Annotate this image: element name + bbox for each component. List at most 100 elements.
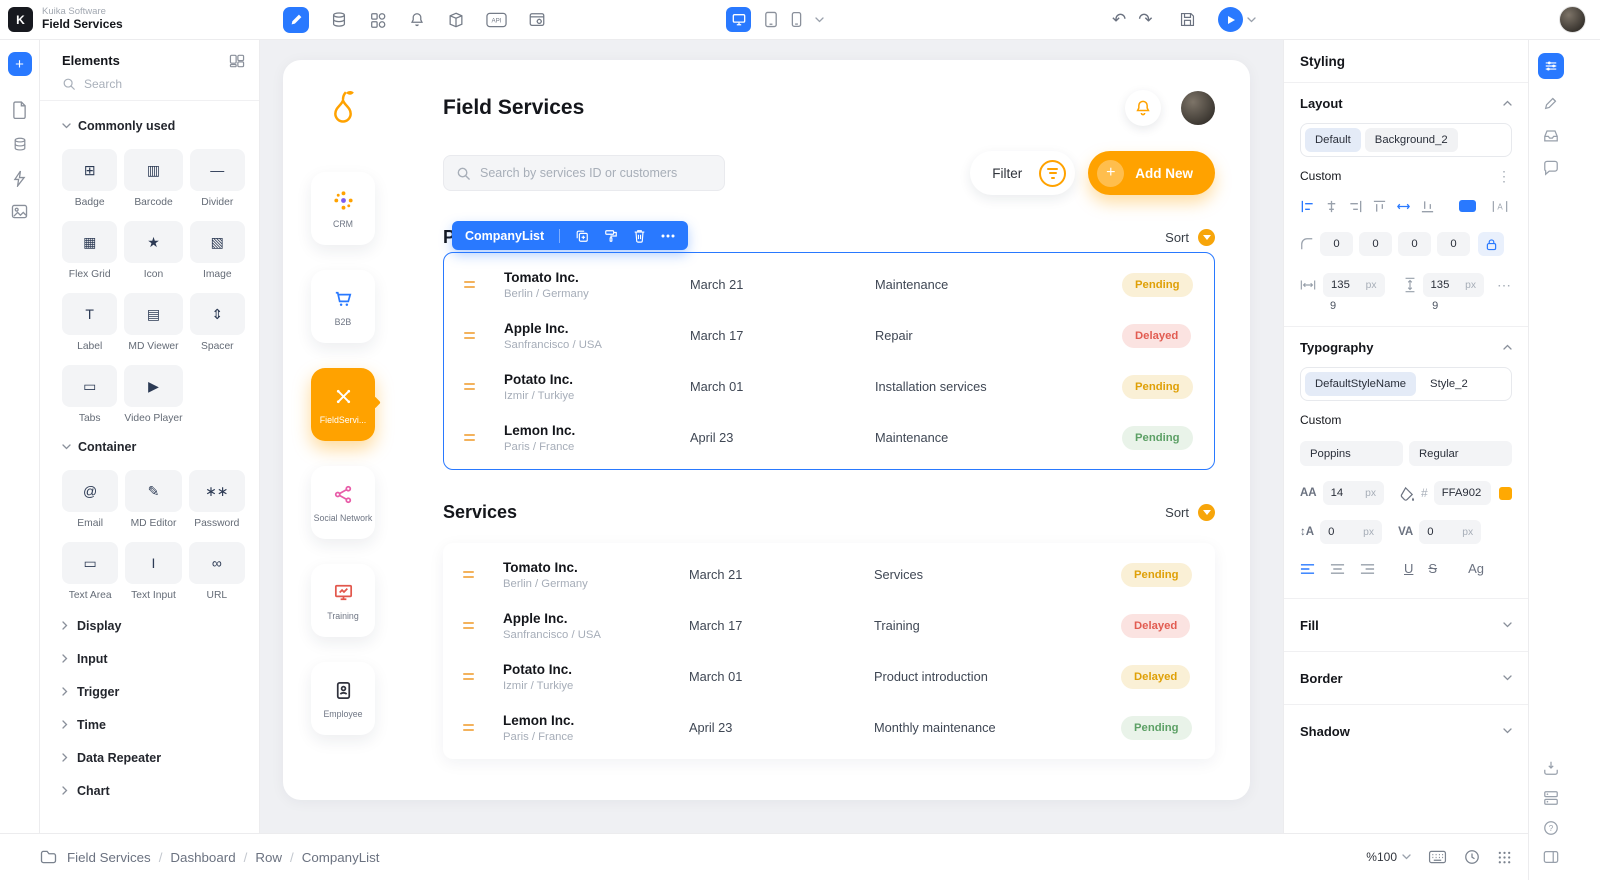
layout-section-header[interactable]: Layout — [1300, 83, 1512, 123]
undo-button[interactable]: ↶ — [1106, 10, 1132, 30]
history-button[interactable] — [1464, 849, 1480, 865]
text-case-button[interactable]: Ag — [1468, 561, 1484, 576]
element-tile[interactable]: ★ Icon — [124, 221, 183, 280]
text-align-right-icon[interactable] — [1360, 563, 1375, 575]
element-tile[interactable]: ▶ Video Player — [124, 365, 183, 424]
strikethrough-button[interactable]: S — [1428, 561, 1438, 576]
drag-handle-icon[interactable] — [463, 622, 503, 629]
element-tile[interactable]: @ Email — [62, 470, 119, 529]
shortcuts-button[interactable] — [1428, 850, 1447, 864]
letter-spacing-input[interactable]: 0 px — [1419, 520, 1482, 544]
spacing-right-input[interactable]: 0 — [1359, 232, 1392, 256]
color-hex-input[interactable]: FFA902 — [1433, 481, 1492, 505]
device-tablet-button[interactable] — [764, 11, 778, 28]
help-button[interactable]: ? — [1538, 820, 1564, 836]
sidebar-group-header[interactable]: Chart — [62, 774, 245, 807]
underline-button[interactable]: U — [1404, 561, 1414, 576]
package-button[interactable] — [447, 11, 465, 29]
spacing-bottom-input[interactable]: 0 — [1398, 232, 1431, 256]
group-commonly-used-header[interactable]: Commonly used — [62, 111, 245, 141]
sidebar-group-header[interactable]: Time — [62, 708, 245, 741]
width-input[interactable]: 135 px — [1323, 273, 1385, 297]
preset-background2-chip[interactable]: Background_2 — [1364, 128, 1458, 152]
element-tile[interactable]: ▦ Flex Grid — [62, 221, 118, 280]
selected-company-list[interactable]: Tomato Inc. Berlin / Germany March 21 Mai… — [443, 252, 1215, 470]
element-tile[interactable]: ▥ Barcode — [124, 149, 183, 208]
element-tile[interactable]: ∗∗ Password — [188, 470, 245, 529]
group-container-header[interactable]: Container — [62, 432, 245, 462]
delete-button[interactable] — [633, 229, 646, 243]
alerts-button[interactable] — [408, 11, 426, 29]
fill-container-icon[interactable] — [1458, 199, 1477, 213]
user-avatar[interactable] — [1559, 6, 1586, 33]
assets-tab-button[interactable] — [1538, 128, 1564, 143]
border-section-header[interactable]: Border — [1300, 652, 1512, 704]
preview-nav-item-b2b[interactable]: B2B — [311, 270, 375, 343]
preview-user-avatar[interactable] — [1181, 91, 1215, 125]
element-tile[interactable]: ▭ Tabs — [62, 365, 118, 424]
table-row[interactable]: Lemon Inc. Paris / France April 23 Monthl… — [443, 702, 1215, 753]
fill-section-header[interactable]: Fill — [1300, 599, 1512, 651]
table-row[interactable]: Potato Inc. Izmir / Turkiye March 01 Inst… — [444, 361, 1214, 412]
element-tile[interactable]: ∞ URL — [188, 542, 245, 601]
sort-control[interactable]: Sort — [1165, 228, 1215, 246]
style-paint-button[interactable] — [604, 229, 618, 243]
drag-handle-icon[interactable] — [464, 383, 504, 390]
preset-default-style-chip[interactable]: DefaultStyleName — [1305, 372, 1417, 396]
height-input[interactable]: 135 px — [1422, 273, 1484, 297]
element-tile[interactable]: ⊞ Badge — [62, 149, 118, 208]
element-tile[interactable]: T Label — [62, 293, 118, 352]
preset-style2-chip[interactable]: Style_2 — [1420, 372, 1478, 396]
media-button[interactable] — [11, 204, 28, 219]
project-folder-button[interactable] — [40, 850, 57, 864]
notifications-button[interactable] — [1125, 90, 1161, 126]
save-button[interactable] — [1179, 11, 1196, 28]
table-row[interactable]: Apple Inc. Sanfrancisco / USA March 17 Re… — [444, 310, 1214, 361]
panel-toggle-button[interactable] — [1538, 850, 1564, 864]
drag-handle-icon[interactable] — [464, 434, 504, 441]
drag-handle-icon[interactable] — [463, 724, 503, 731]
table-row[interactable]: Lemon Inc. Paris / France April 23 Mainte… — [444, 412, 1214, 463]
styling-tab-button[interactable] — [1538, 53, 1564, 79]
sidebar-group-header[interactable]: Input — [62, 642, 245, 675]
kuika-logo-icon[interactable]: K — [8, 7, 33, 32]
import-button[interactable] — [1538, 760, 1564, 776]
element-tile[interactable]: I Text Input — [125, 542, 182, 601]
preset-default-chip[interactable]: Default — [1305, 128, 1361, 152]
text-align-center-icon[interactable] — [1330, 563, 1345, 575]
sidebar-group-header[interactable]: Trigger — [62, 675, 245, 708]
drag-handle-icon[interactable] — [463, 571, 503, 578]
element-tile[interactable]: ▤ MD Viewer — [124, 293, 183, 352]
shadow-section-header[interactable]: Shadow — [1300, 705, 1512, 757]
components-button[interactable] — [369, 11, 387, 29]
breadcrumb-item[interactable]: Row — [236, 850, 282, 865]
redo-button[interactable]: ↷ — [1132, 10, 1158, 30]
design-studio-button[interactable] — [283, 6, 309, 33]
add-new-button[interactable]: + Add New — [1088, 151, 1215, 195]
preview-search-input[interactable] — [480, 166, 700, 180]
sidebar-view-toggle-button[interactable] — [229, 54, 245, 68]
drag-handle-icon[interactable] — [464, 281, 504, 288]
duplicate-button[interactable] — [575, 229, 589, 243]
spacing-left-input[interactable]: 0 — [1437, 232, 1470, 256]
sidebar-group-header[interactable]: Display — [62, 609, 245, 642]
lock-spacing-button[interactable] — [1478, 232, 1504, 256]
breadcrumb-item[interactable]: Field Services — [67, 849, 151, 865]
device-desktop-button[interactable] — [726, 7, 751, 32]
align-bottom-icon[interactable] — [1420, 199, 1435, 214]
element-tile[interactable]: — Divider — [189, 149, 245, 208]
picker-tab-button[interactable] — [1538, 95, 1564, 111]
element-tile[interactable]: ▧ Image — [189, 221, 245, 280]
preview-nav-item-field-services[interactable]: FieldServi... — [311, 368, 381, 441]
align-right-icon[interactable] — [1348, 199, 1363, 214]
preview-nav-item-training[interactable]: Training — [311, 564, 375, 637]
table-row[interactable]: Tomato Inc. Berlin / Germany March 21 Ser… — [443, 549, 1215, 600]
filter-button[interactable]: Filter — [970, 151, 1076, 195]
breadcrumb-item[interactable]: CompanyList — [282, 850, 380, 865]
design-canvas[interactable]: CRM B2B FieldServi... Social Network — [260, 40, 1283, 833]
drag-handle-icon[interactable] — [463, 673, 503, 680]
typography-section-header[interactable]: Typography — [1300, 327, 1512, 367]
api-button[interactable]: API — [486, 12, 507, 28]
color-swatch[interactable] — [1499, 486, 1512, 500]
spacing-top-input[interactable]: 0 — [1320, 232, 1353, 256]
